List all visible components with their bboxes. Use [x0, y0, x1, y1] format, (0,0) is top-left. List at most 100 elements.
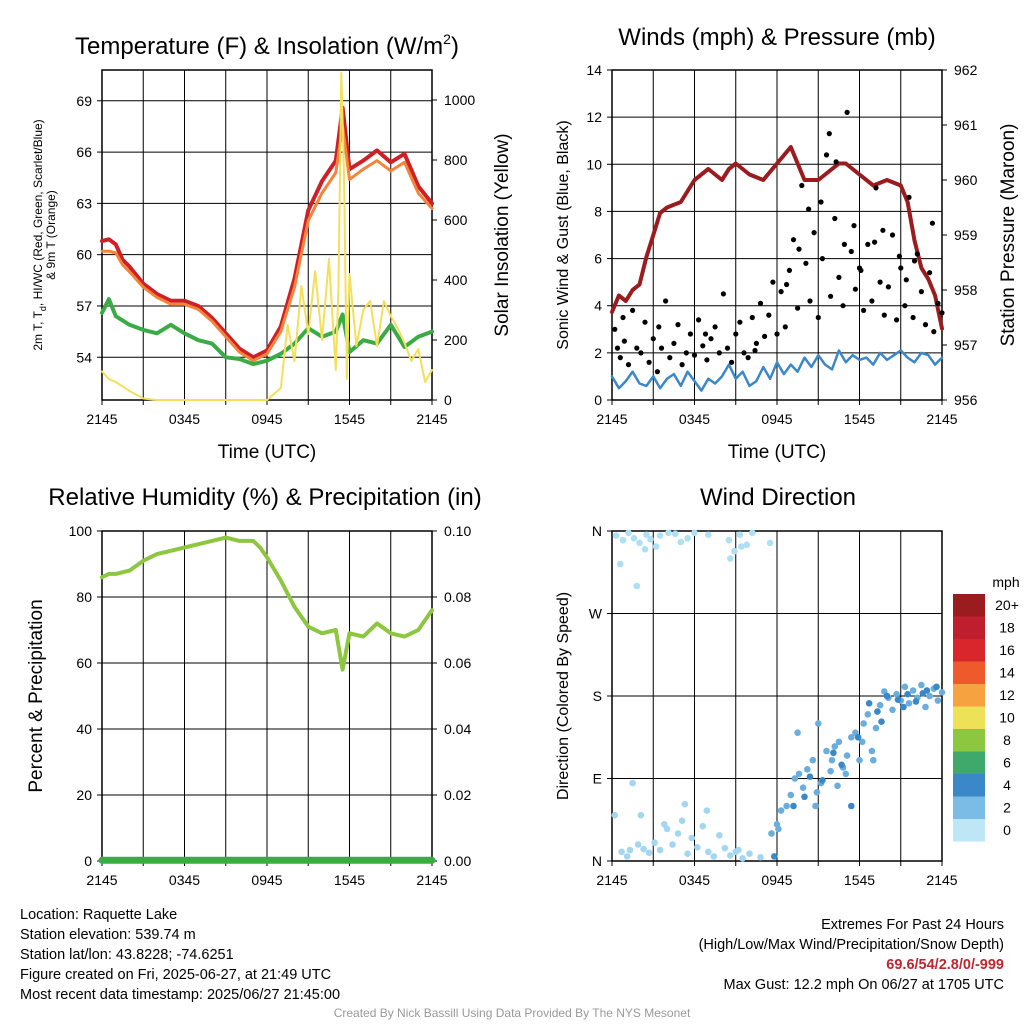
wind-gust-point [696, 317, 702, 323]
dir-point [934, 697, 942, 704]
legend-swatch [953, 639, 985, 662]
dir-point [672, 530, 679, 538]
wind-gust-point [724, 345, 731, 351]
dir-point [872, 724, 880, 732]
dir-ylabel: Direction (Colored By Speed) [555, 592, 572, 800]
wind-gust-point [914, 251, 920, 257]
wind-gust-point [896, 253, 903, 259]
dir-point [842, 770, 850, 778]
dir-point [678, 817, 686, 824]
dir-point [806, 773, 814, 780]
wind-gust-point [614, 345, 621, 351]
rh-xtick-label: 0945 [251, 872, 282, 888]
dir-point [893, 690, 900, 698]
wind-gust-point [612, 326, 618, 332]
wind-xtick-label: 2145 [596, 411, 627, 427]
wind-gust-point [894, 317, 900, 323]
dir-ytick-label: W [589, 606, 603, 622]
dir-point [731, 547, 738, 555]
wind-gust-point [836, 274, 842, 280]
rh-ytick-label: 100 [69, 523, 93, 539]
dir-point [674, 830, 682, 837]
wind-gust-point [865, 241, 871, 247]
wind-gust-point [840, 303, 846, 309]
wind-gust-point [752, 347, 758, 354]
legend-swatch [953, 616, 985, 639]
dir-point [812, 802, 819, 810]
wind-y2tick-label: 962 [954, 62, 978, 78]
wind-gust-point [911, 258, 918, 264]
dir-point [749, 529, 756, 537]
dir-point [656, 532, 664, 539]
wind-gust-point [712, 324, 718, 330]
dir-point [684, 850, 691, 857]
dir-point [922, 703, 929, 711]
temp-xlabel: Time (UTC) [218, 442, 317, 463]
wind-y2tick-label: 961 [954, 117, 978, 133]
wind-ylabel: Sonic Wind & Gust (Blue, Black) [555, 120, 572, 349]
dir-point [691, 529, 698, 537]
wind-ytick-label: 10 [586, 156, 602, 172]
dir-point [777, 807, 785, 814]
temp-y2tick-label: 1000 [444, 92, 475, 108]
temp-ytick-label: 54 [76, 349, 92, 365]
wind-gust-point [646, 359, 652, 365]
wind-xlabel: Time (UTC) [728, 442, 827, 463]
wind-gust-point [700, 343, 706, 349]
dir-ytick-label: E [593, 771, 602, 787]
dir-point [912, 698, 920, 705]
credit-line: Created By Nick Bassill Using Data Provi… [333, 1006, 691, 1020]
temp-ylabel-line1: 2m T, Td, HI/WC (Red, Green, Scarlet/Blu… [31, 119, 48, 350]
wind-y2tick-label: 959 [954, 227, 978, 243]
extremes-description: (High/Low/Max Wind/Precipitation/Snow De… [698, 937, 1004, 953]
dir-ytick-label: S [593, 688, 602, 704]
dir-point [617, 560, 624, 568]
rh-xtick-label: 2145 [86, 872, 117, 888]
dir-point [651, 839, 658, 846]
legend-label: 14 [999, 665, 1015, 681]
wind-gust-point [770, 279, 776, 285]
wind-gust-point [786, 267, 793, 273]
dir-point [647, 536, 654, 543]
dir-point [743, 541, 751, 549]
wind-gust-point [795, 305, 801, 311]
wind-gust-point [691, 352, 698, 358]
temp-xtick-label: 0345 [169, 411, 200, 427]
temp-ylabel-sub: d [38, 306, 48, 311]
wind-gust-point [625, 362, 632, 368]
temp-series-line [100, 124, 434, 363]
legend-label: 18 [999, 620, 1015, 636]
wind-gust-point [778, 289, 784, 295]
dir-point [684, 535, 691, 542]
dir-point [640, 845, 647, 853]
wind-gust-point [927, 270, 933, 276]
wind-gust-point [642, 319, 648, 325]
temp-title: Temperature (F) & Insolation (W/m2) [75, 31, 459, 60]
wind-gust-point [749, 314, 755, 321]
legend-swatch [953, 594, 985, 617]
temp-ylabel-line1b: , HI/WC (Red, Green, Scarlet/Blue) [31, 119, 45, 306]
wind-gust-point [762, 333, 768, 339]
dir-point [799, 784, 807, 791]
dir-point [716, 832, 723, 839]
dir-point [618, 848, 625, 856]
legend-swatch [953, 661, 985, 684]
wind-gust-point [903, 277, 909, 283]
dir-point [804, 766, 811, 773]
temp-ytick-label: 66 [76, 144, 92, 160]
wind-gust-point [877, 279, 883, 285]
wind-gust-point [906, 194, 912, 200]
legend-swatch [953, 751, 985, 774]
rh-ytick-label: 60 [76, 655, 92, 671]
rh-y2tick-label: 0.00 [444, 853, 471, 869]
wind-gust-point [671, 340, 677, 346]
temp-panel: 2145 0345 0945 1545 2145 54 57 60 63 66 69 0 200 400 6… [31, 31, 513, 463]
temp-y2tick-label: 0 [444, 392, 452, 408]
dir-point [865, 700, 873, 707]
dir-point [859, 738, 866, 746]
wind-gust-point [720, 291, 727, 297]
dir-point [643, 531, 650, 538]
wind-gust-point [922, 322, 929, 328]
dir-point [721, 844, 729, 852]
temp-title-sup: 2 [443, 31, 451, 47]
